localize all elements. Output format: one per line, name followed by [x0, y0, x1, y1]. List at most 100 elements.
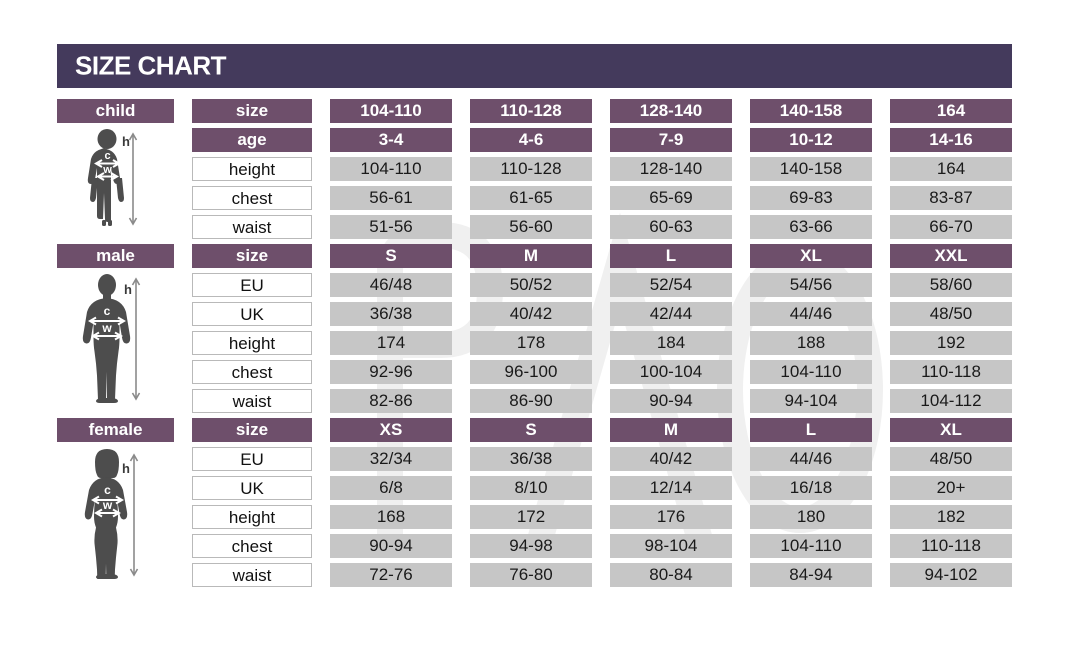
data-cell: 80-84 [610, 563, 732, 587]
group-label-male: male [57, 244, 174, 268]
page-title: SIZE CHART [75, 50, 227, 81]
data-cell: XXL [890, 244, 1012, 268]
data-cell: 6/8 [330, 476, 452, 500]
table-row: waist 72-76 76-80 80-84 84-94 94-102 [57, 563, 1012, 592]
data-cell: 4-6 [470, 128, 592, 152]
table-row: height 168 172 176 180 182 [57, 505, 1012, 534]
data-cell: 94-104 [750, 389, 872, 413]
data-cell: 44/46 [750, 302, 872, 326]
data-cell: 100-104 [610, 360, 732, 384]
data-cell: XL [890, 418, 1012, 442]
male-figure: h c w [82, 274, 141, 403]
data-cell: 90-94 [330, 534, 452, 558]
row-label-size: size [192, 244, 312, 268]
svg-text:w: w [102, 164, 112, 176]
svg-text:h: h [122, 461, 130, 476]
group-label-child: child [57, 99, 174, 123]
data-cell: 180 [750, 505, 872, 529]
data-cell: 51-56 [330, 215, 452, 239]
row-label-chest: chest [192, 360, 312, 384]
table-row: height 174 178 184 188 192 [57, 331, 1012, 360]
data-cell: S [470, 418, 592, 442]
data-cell: 10-12 [750, 128, 872, 152]
data-cell: 84-94 [750, 563, 872, 587]
data-cell: 110-128 [470, 157, 592, 181]
data-cell: 182 [890, 505, 1012, 529]
size-table: child size 104-110 110-128 128-140 140-158 164… [57, 99, 1012, 592]
row-label-eu: EU [192, 447, 312, 471]
row-label-chest: chest [192, 186, 312, 210]
data-cell: 58/60 [890, 273, 1012, 297]
table-row: EU 46/48 50/52 52/54 54/56 58/60 [57, 273, 1012, 302]
svg-text:c: c [104, 483, 111, 497]
data-cell: 36/38 [470, 447, 592, 471]
data-cell: M [470, 244, 592, 268]
group-label-female: female [57, 418, 174, 442]
data-cell: 7-9 [610, 128, 732, 152]
data-cell: 90-94 [610, 389, 732, 413]
data-cell: 104-110 [330, 157, 452, 181]
data-cell: 52/54 [610, 273, 732, 297]
data-cell: 14-16 [890, 128, 1012, 152]
svg-text:h: h [122, 134, 130, 149]
table-row: female size XS S M L XL [57, 418, 1012, 447]
data-cell: 176 [610, 505, 732, 529]
data-cell: XL [750, 244, 872, 268]
data-cell: 164 [890, 157, 1012, 181]
data-cell: 54/56 [750, 273, 872, 297]
data-cell: 65-69 [610, 186, 732, 210]
table-row: height 104-110 110-128 128-140 140-158 164 [57, 157, 1012, 186]
data-cell: 61-65 [470, 186, 592, 210]
data-cell: 164 [890, 99, 1012, 123]
row-label-waist: waist [192, 389, 312, 413]
data-cell: 92-96 [330, 360, 452, 384]
data-cell: 42/44 [610, 302, 732, 326]
data-cell: 172 [470, 505, 592, 529]
table-row: age 3-4 4-6 7-9 10-12 14-16 [57, 128, 1012, 157]
row-label-waist: waist [192, 563, 312, 587]
data-cell: 104-110 [330, 99, 452, 123]
data-cell: 110-118 [890, 534, 1012, 558]
data-cell: 40/42 [610, 447, 732, 471]
data-cell: 32/34 [330, 447, 452, 471]
data-cell: 40/42 [470, 302, 592, 326]
data-cell: XS [330, 418, 452, 442]
row-label-size: size [192, 418, 312, 442]
data-cell: M [610, 418, 732, 442]
row-label-height: height [192, 157, 312, 181]
data-cell: 48/50 [890, 302, 1012, 326]
data-cell: 72-76 [330, 563, 452, 587]
table-row: chest 92-96 96-100 100-104 104-110 110-118 [57, 360, 1012, 389]
row-label-uk: UK [192, 476, 312, 500]
table-row: waist 82-86 86-90 90-94 94-104 104-112 [57, 389, 1012, 418]
data-cell: 104-110 [750, 534, 872, 558]
data-cell: 76-80 [470, 563, 592, 587]
data-cell: 96-100 [470, 360, 592, 384]
data-cell: 128-140 [610, 157, 732, 181]
data-cell: 16/18 [750, 476, 872, 500]
female-figure-wrap: h c w [57, 447, 174, 579]
row-label-height: height [192, 331, 312, 355]
row-label-waist: waist [192, 215, 312, 239]
data-cell: S [330, 244, 452, 268]
data-cell: 3-4 [330, 128, 452, 152]
data-cell: 104-110 [750, 360, 872, 384]
row-label-eu: EU [192, 273, 312, 297]
svg-text:w: w [102, 498, 113, 512]
data-cell: 110-128 [470, 99, 592, 123]
male-figure-wrap: h c w [57, 273, 174, 403]
data-cell: 174 [330, 331, 452, 355]
data-cell: 94-98 [470, 534, 592, 558]
data-cell: 178 [470, 331, 592, 355]
row-label-height: height [192, 505, 312, 529]
row-label-chest: chest [192, 534, 312, 558]
data-cell: 69-83 [750, 186, 872, 210]
svg-text:h: h [124, 282, 132, 297]
data-cell: 184 [610, 331, 732, 355]
data-cell: 98-104 [610, 534, 732, 558]
table-row: male size S M L XL XXL [57, 244, 1012, 273]
data-cell: 12/14 [610, 476, 732, 500]
row-label-uk: UK [192, 302, 312, 326]
svg-text:c: c [104, 150, 110, 162]
